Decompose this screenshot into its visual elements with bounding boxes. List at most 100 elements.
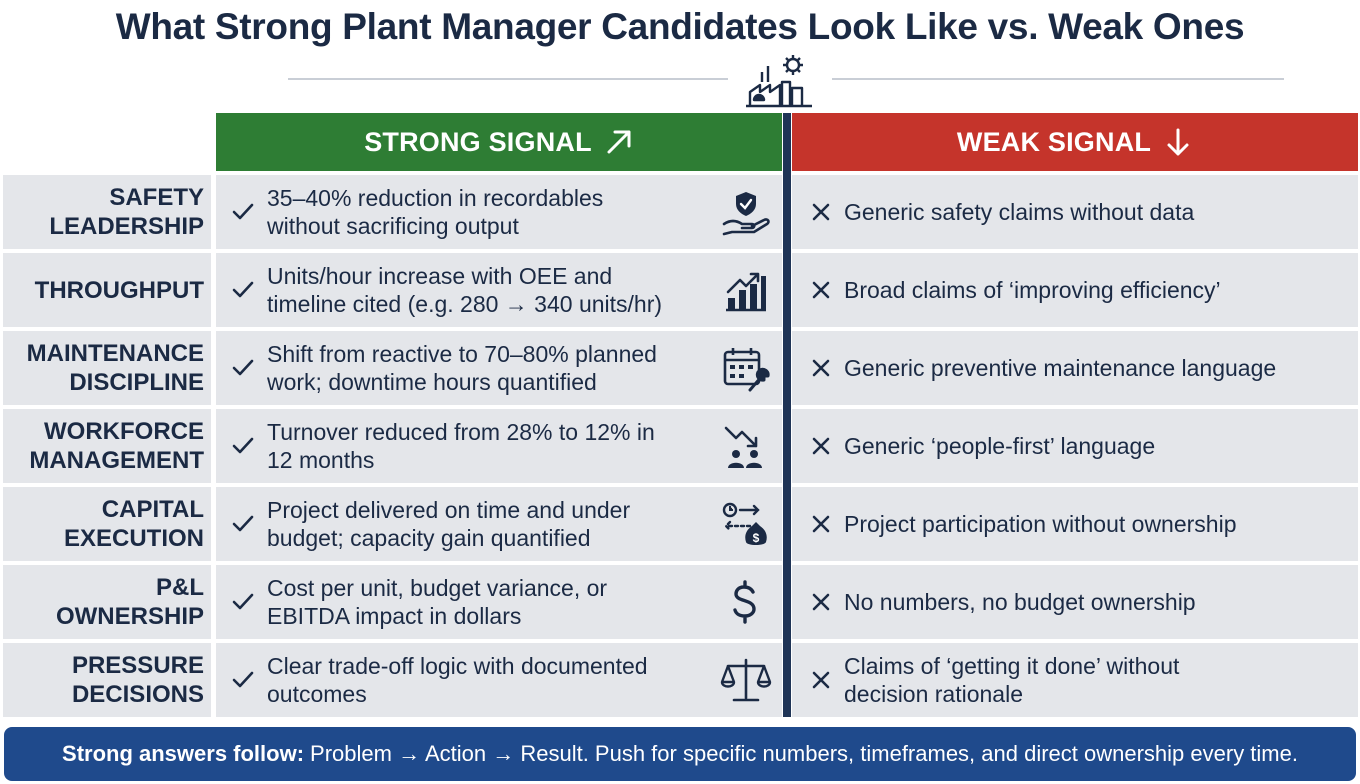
strong-signal-text: Shift from reactive to 70–80% planned wor… <box>267 331 707 405</box>
strong-signal-text: 35–40% reduction in recordables without s… <box>267 175 707 249</box>
x-icon <box>812 281 830 299</box>
weak-signal-cell: Broad claims of ‘improving efficiency’ <box>792 253 1358 327</box>
weak-signal-text: Project participation without ownership <box>844 487 1344 561</box>
table-row: MAINTENANCE DISCIPLINE Shift from reactiv… <box>0 331 1360 405</box>
row-label: THROUGHPUT <box>35 276 204 305</box>
check-icon <box>232 203 254 220</box>
calendar-wrench-icon <box>723 348 770 392</box>
strong-signal-line: 35–40% reduction in recordables <box>267 185 604 211</box>
strong-signal-cell: 35–40% reduction in recordables without s… <box>216 175 782 249</box>
weak-signal-cell: Generic ‘people-first’ language <box>792 409 1358 483</box>
row-label: SAFETY LEADERSHIP <box>49 183 204 241</box>
weak-signal-line: No numbers, no budget ownership <box>844 589 1196 615</box>
row-label-line: DECISIONS <box>71 681 204 708</box>
x-icon <box>812 671 830 689</box>
arrow-down-icon <box>1167 128 1189 156</box>
strong-signal-text: Turnover reduced from 28% to 12% in 12 mo… <box>267 409 707 483</box>
row-label-cell: MAINTENANCE DISCIPLINE <box>3 331 211 405</box>
strong-signal-line: Project delivered on time and under <box>267 497 631 523</box>
strong-signal-cell: Cost per unit, budget variance, or EBITDA… <box>216 565 782 639</box>
svg-text:$: $ <box>753 531 760 545</box>
strong-signal-text: Cost per unit, budget variance, or EBITDA… <box>267 565 707 639</box>
table-row: CAPITAL EXECUTION Project delivered on ti… <box>0 487 1360 561</box>
strong-signal-label: STRONG SIGNAL <box>364 126 592 157</box>
x-icon <box>812 359 830 377</box>
strong-signal-line: Units/hour increase with OEE and <box>267 263 613 289</box>
strong-signal-line: work; downtime hours quantified <box>267 369 597 395</box>
row-label-cell: P&L OWNERSHIP <box>3 565 211 639</box>
bar-chart-up-icon <box>726 272 766 312</box>
strong-signal-cell: Shift from reactive to 70–80% planned wor… <box>216 331 782 405</box>
shield-hand-icon <box>722 192 770 236</box>
arrow-up-right-icon <box>607 130 631 154</box>
weak-signal-line: Project participation without ownership <box>844 511 1237 537</box>
balance-scale-icon <box>720 658 772 702</box>
row-label: P&L OWNERSHIP <box>56 573 204 631</box>
column-divider <box>783 113 791 717</box>
row-label-cell: PRESSURE DECISIONS <box>3 643 211 717</box>
check-icon <box>232 515 254 532</box>
weak-signal-cell: Project participation without ownership <box>792 487 1358 561</box>
strong-signal-line: Shift from reactive to 70–80% planned <box>267 341 657 367</box>
strong-signal-line: timeline cited (e.g. 280 → 340 units/hr) <box>267 291 663 317</box>
row-label-line: LEADERSHIP <box>49 213 204 240</box>
row-label-line: CAPITAL <box>101 496 204 523</box>
check-icon <box>232 437 254 454</box>
row-label-cell: WORKFORCE MANAGEMENT <box>3 409 211 483</box>
check-icon <box>232 671 254 688</box>
strong-signal-line: budget; capacity gain quantified <box>267 525 591 551</box>
table-row: WORKFORCE MANAGEMENT Turnover reduced fro… <box>0 409 1360 483</box>
weak-signal-line: Generic preventive maintenance language <box>844 355 1277 381</box>
row-label: MAINTENANCE DISCIPLINE <box>27 339 204 397</box>
row-label-cell: CAPITAL EXECUTION <box>3 487 211 561</box>
check-icon <box>232 281 254 298</box>
check-icon <box>232 593 254 610</box>
strong-signal-text: Units/hour increase with OEE and timeline… <box>267 253 707 327</box>
table-row: THROUGHPUT Units/hour increase with OEE … <box>0 253 1360 327</box>
row-label-line: PRESSURE <box>71 652 204 679</box>
strong-signal-cell: Turnover reduced from 28% to 12% in 12 mo… <box>216 409 782 483</box>
row-label-line: WORKFORCE <box>44 418 204 445</box>
weak-signal-line: Generic ‘people-first’ language <box>844 433 1156 459</box>
footer-banner: Strong answers follow: Problem → Action … <box>4 727 1356 781</box>
check-icon <box>232 359 254 376</box>
weak-signal-text: Generic preventive maintenance language <box>844 331 1344 405</box>
weak-signal-header: WEAK SIGNAL <box>792 113 1358 171</box>
weak-signal-cell: No numbers, no budget ownership <box>792 565 1358 639</box>
factory-gear-icon <box>746 55 812 108</box>
strong-signal-text: Clear trade-off logic with documented out… <box>267 643 707 717</box>
row-label-cell: THROUGHPUT <box>3 253 211 327</box>
row-label-line: MANAGEMENT <box>29 447 204 474</box>
row-label-line: SAFETY <box>109 184 204 211</box>
x-icon <box>812 515 830 533</box>
strong-signal-line: Turnover reduced from 28% to 12% in <box>267 419 655 445</box>
row-label-cell: SAFETY LEADERSHIP <box>3 175 211 249</box>
footer-lead: Strong answers follow: <box>62 741 305 766</box>
table-row: P&L OWNERSHIP Cost per unit, budget varia… <box>0 565 1360 639</box>
row-label-line: THROUGHPUT <box>34 276 204 304</box>
strong-signal-line: 12 months <box>267 447 375 473</box>
footer-text: Problem → Action → Result. Push for spec… <box>310 741 1298 766</box>
weak-signal-cell: Generic preventive maintenance language <box>792 331 1358 405</box>
weak-signal-text: Claims of ‘getting it done’ without decis… <box>844 643 1344 717</box>
strong-signal-line: Cost per unit, budget variance, or <box>267 575 608 601</box>
dollar-sign-icon <box>733 580 756 624</box>
row-label-line: EXECUTION <box>63 525 204 552</box>
weak-signal-text: Generic safety claims without data <box>844 175 1344 249</box>
row-label: PRESSURE DECISIONS <box>72 651 204 709</box>
row-label-line: P&L <box>156 574 204 601</box>
strong-signal-text: Project delivered on time and under budge… <box>267 487 707 561</box>
row-label-line: DISCIPLINE <box>69 369 204 396</box>
page-title: What Strong Plant Manager Candidates Loo… <box>115 6 1245 47</box>
trend-down-people-icon <box>724 426 762 468</box>
strong-signal-cell: Units/hour increase with OEE and timeline… <box>216 253 782 327</box>
strong-signal-cell: Clear trade-off logic with documented out… <box>216 643 782 717</box>
table-row: PRESSURE DECISIONS Clear trade-off logic … <box>0 643 1360 717</box>
x-icon <box>812 203 830 221</box>
weak-signal-line: Generic safety claims without data <box>844 199 1195 225</box>
weak-signal-cell: Generic safety claims without data <box>792 175 1358 249</box>
weak-signal-line: Claims of ‘getting it done’ without <box>844 653 1180 679</box>
clock-money-bag-icon: $ <box>722 502 767 545</box>
title-divider-right <box>832 78 1284 80</box>
strong-signal-cell: Project delivered on time and under budge… <box>216 487 782 561</box>
